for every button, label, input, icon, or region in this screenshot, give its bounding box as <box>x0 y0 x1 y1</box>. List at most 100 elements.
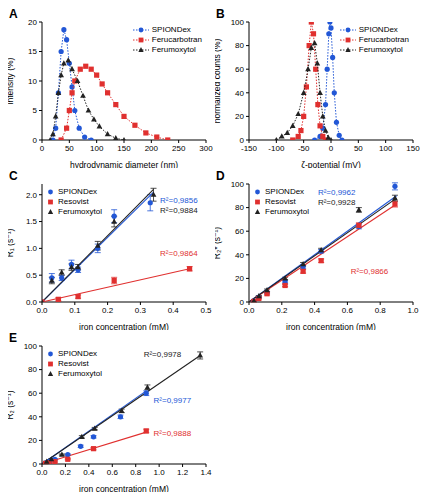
svg-text:0.2: 0.2 <box>276 306 288 315</box>
svg-text:hydrodynamic diameter (nm): hydrodynamic diameter (nm) <box>70 160 178 168</box>
svg-text:150: 150 <box>406 144 420 153</box>
svg-text:R₁ (s⁻¹): R₁ (s⁻¹) <box>8 229 15 258</box>
svg-text:0.2: 0.2 <box>60 468 72 477</box>
svg-text:0.0: 0.0 <box>36 468 48 477</box>
svg-text:normalized counts (%): normalized counts (%) <box>215 39 222 124</box>
svg-text:60: 60 <box>235 65 244 74</box>
svg-text:0.8: 0.8 <box>375 306 387 315</box>
svg-text:0: 0 <box>240 298 245 307</box>
html-text:B: B <box>216 7 225 21</box>
svg-text:-150: -150 <box>241 144 258 153</box>
svg-text:0.4: 0.4 <box>83 468 95 477</box>
html-text:R²=0,9856: R²=0,9856 <box>160 195 198 205</box>
svg-text:0.1: 0.1 <box>69 306 81 315</box>
svg-text:1.2: 1.2 <box>177 468 189 477</box>
svg-text:300: 300 <box>199 144 213 153</box>
svg-text:0: 0 <box>33 460 38 469</box>
html-text:R²=0,9978: R²=0,9978 <box>143 349 182 359</box>
svg-text:0.5: 0.5 <box>26 271 38 280</box>
svg-text:5: 5 <box>33 106 38 115</box>
html-text:SPIONDex: SPIONDex <box>58 349 98 358</box>
svg-text:100: 100 <box>379 144 393 153</box>
svg-text:20: 20 <box>28 436 37 445</box>
svg-text:15: 15 <box>28 47 37 56</box>
svg-text:80: 80 <box>235 41 244 50</box>
svg-text:80: 80 <box>235 203 244 212</box>
svg-text:0.2: 0.2 <box>102 306 114 315</box>
svg-text:-100: -100 <box>268 144 285 153</box>
html-text:Ferumoxytol: Ferumoxytol <box>265 207 309 216</box>
svg-text:150: 150 <box>117 144 131 153</box>
svg-text:ζ-potential (mV): ζ-potential (mV) <box>301 160 361 168</box>
svg-text:1.0: 1.0 <box>407 306 419 315</box>
svg-text:50: 50 <box>354 144 363 153</box>
svg-text:20: 20 <box>28 18 37 27</box>
svg-text:80: 80 <box>28 365 37 374</box>
html-text:D: D <box>216 169 225 183</box>
html-text:SPIONDex: SPIONDex <box>151 25 191 34</box>
svg-text:100: 100 <box>231 18 245 27</box>
html-text:SPIONDex: SPIONDex <box>265 187 305 196</box>
svg-text:iron concentration (mM): iron concentration (mM) <box>286 322 376 330</box>
svg-text:R₂* (s⁻¹): R₂* (s⁻¹) <box>215 227 222 260</box>
svg-text:40: 40 <box>235 251 244 260</box>
svg-text:0: 0 <box>240 136 245 145</box>
svg-text:60: 60 <box>235 227 244 236</box>
html-text:R²=0,9928: R²=0,9928 <box>317 198 356 208</box>
svg-text:1.0: 1.0 <box>26 244 38 253</box>
svg-text:250: 250 <box>172 144 186 153</box>
svg-text:50: 50 <box>65 144 74 153</box>
svg-text:0.6: 0.6 <box>342 306 354 315</box>
svg-text:100: 100 <box>90 144 104 153</box>
svg-text:intensity (%): intensity (%) <box>8 57 15 104</box>
svg-text:200: 200 <box>145 144 159 153</box>
svg-text:0.5: 0.5 <box>200 306 212 315</box>
svg-text:0: 0 <box>40 144 45 153</box>
html-text:SPIONDex: SPIONDex <box>358 25 398 34</box>
svg-text:1.0: 1.0 <box>154 468 166 477</box>
html-text:Resovist: Resovist <box>58 197 89 206</box>
svg-text:0.0: 0.0 <box>243 306 255 315</box>
svg-text:1.5: 1.5 <box>26 217 38 226</box>
svg-text:0.4: 0.4 <box>309 306 321 315</box>
svg-text:40: 40 <box>235 89 244 98</box>
html-text:SPIONDex: SPIONDex <box>58 187 98 196</box>
svg-text:2.0: 2.0 <box>26 191 38 200</box>
svg-text:0.0: 0.0 <box>26 298 38 307</box>
svg-text:iron concentration (mM): iron concentration (mM) <box>79 484 169 492</box>
html-text:R²=0,9864: R²=0,9864 <box>160 248 198 258</box>
svg-text:60: 60 <box>28 389 37 398</box>
html-text:R²=0,9977: R²=0,9977 <box>153 395 192 405</box>
html-text:R²=0,9888: R²=0,9888 <box>153 428 192 438</box>
html-text:Ferumoxytol: Ferumoxytol <box>151 45 196 54</box>
html-text:R²=0,9884: R²=0,9884 <box>160 206 198 216</box>
svg-text:0.0: 0.0 <box>36 306 48 315</box>
html-text:A: A <box>9 7 18 21</box>
svg-text:40: 40 <box>28 413 37 422</box>
html-text:Ferucarbotran: Ferucarbotran <box>151 35 202 44</box>
svg-text:0.8: 0.8 <box>130 468 142 477</box>
svg-text:20: 20 <box>235 112 244 121</box>
svg-text:0.6: 0.6 <box>107 468 119 477</box>
svg-text:0.4: 0.4 <box>168 306 180 315</box>
html-text:Resovist: Resovist <box>58 359 89 368</box>
html-text:C: C <box>9 169 18 183</box>
html-text:R²=0,9962: R²=0,9962 <box>317 187 356 197</box>
svg-text:100: 100 <box>231 180 245 189</box>
svg-text:-50: -50 <box>298 144 310 153</box>
svg-text:R₂ (s⁻¹): R₂ (s⁻¹) <box>8 390 15 419</box>
svg-text:0: 0 <box>329 144 334 153</box>
svg-text:1.4: 1.4 <box>200 468 212 477</box>
svg-text:20: 20 <box>235 274 244 283</box>
svg-text:10: 10 <box>28 77 37 86</box>
svg-text:0.3: 0.3 <box>135 306 147 315</box>
svg-text:100: 100 <box>24 342 38 351</box>
html-text:Ferumoxytol: Ferumoxytol <box>58 369 102 378</box>
svg-text:iron concentration (mM): iron concentration (mM) <box>79 322 169 330</box>
html-text:Ferumoxytol: Ferumoxytol <box>58 207 102 216</box>
svg-text:0: 0 <box>33 136 38 145</box>
html-text:Resovist: Resovist <box>265 197 296 206</box>
html-text:Ferucarbotran: Ferucarbotran <box>358 35 409 44</box>
html-text:Ferumoxytol: Ferumoxytol <box>358 45 403 54</box>
html-text:R²=0,9866: R²=0,9866 <box>350 266 389 276</box>
